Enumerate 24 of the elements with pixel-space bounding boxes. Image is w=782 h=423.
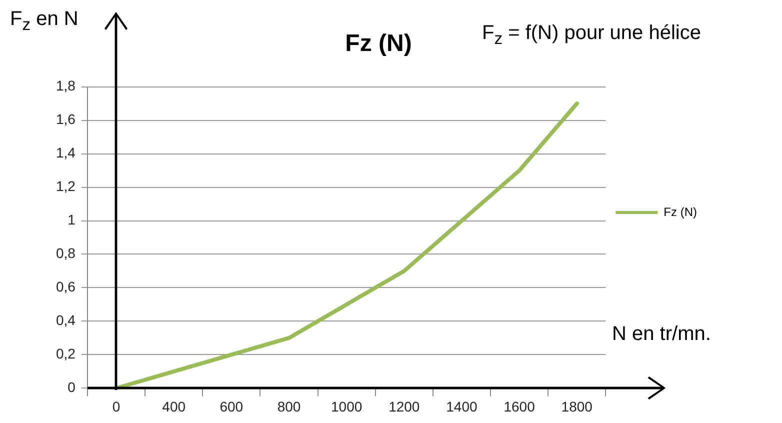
x-tick-label: 1200 [388, 398, 420, 414]
y-tick-label: 0,6 [56, 278, 76, 295]
y-tick-label: 1,8 [56, 78, 76, 94]
y-tick-label: 1 [68, 212, 76, 228]
y-tick-label: 0 [68, 379, 76, 396]
y-tick-label: 0,2 [56, 346, 76, 362]
y-tick-label: 0,8 [56, 245, 76, 262]
y-tick-label: 1,2 [56, 178, 76, 194]
x-tick-label: 400 [162, 398, 186, 414]
x-tick-label: 1000 [330, 398, 362, 414]
x-tick-label: 1400 [446, 398, 478, 414]
text: F$_{z}$ en N [10, 8, 78, 35]
y-tick-label: 1,4 [56, 144, 76, 161]
y-tick-label: 1,6 [56, 111, 76, 128]
x-tick-label: 600 [220, 398, 244, 414]
chart-title: Fz (N) [345, 30, 412, 58]
x-tick-label: 1600 [504, 398, 536, 414]
text: F$_{z}$ = f(N) pour une hélice [482, 22, 701, 49]
x-tick-label: 800 [277, 398, 301, 414]
x-tick-label: 1800 [561, 398, 593, 414]
legend-label: Fz (N) [664, 204, 698, 219]
y-tick-label: 0,4 [56, 312, 76, 328]
text: N en tr/mn. [612, 323, 711, 346]
x-tick-label: 0 [112, 398, 120, 414]
